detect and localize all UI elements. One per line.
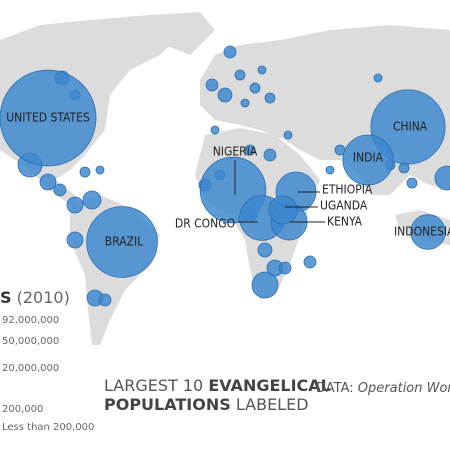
country-label: KENYA — [327, 215, 363, 229]
country-label: CHINA — [393, 120, 428, 134]
small-bubble — [264, 92, 276, 104]
country-bubble — [342, 134, 394, 186]
caption-bold: POPULATIONS — [104, 395, 231, 414]
legend-title: S (2010) — [0, 288, 70, 307]
legend-entry: 20,000,000 — [2, 363, 59, 374]
small-bubble — [234, 69, 246, 81]
small-bubble — [79, 166, 91, 178]
legend-entry: 200,000 — [2, 404, 43, 415]
small-bubble — [249, 82, 261, 94]
small-bubble — [257, 65, 267, 75]
small-bubble — [373, 73, 383, 83]
country-label: INDONESIA — [394, 225, 450, 239]
small-bubble — [53, 183, 67, 197]
legend-entry: 92,000,000 — [2, 315, 59, 326]
country-label: UGANDA — [320, 199, 368, 213]
caption-bold: EVANGELICAL — [208, 376, 331, 395]
small-bubble — [283, 130, 293, 140]
country-bubble — [410, 214, 446, 250]
legend-entry: Less than 200,000 — [2, 422, 94, 433]
small-bubble — [82, 190, 102, 210]
small-bubble — [434, 165, 450, 191]
country-bubble — [370, 89, 446, 165]
source-name: Operation World — [358, 381, 450, 396]
small-bubble — [240, 98, 250, 108]
small-bubble — [325, 165, 335, 175]
country-label: INDIA — [353, 151, 384, 165]
labels: UNITED STATES CHINA BRAZIL NIGERIA INDIA DR C… — [6, 111, 450, 249]
small-bubble — [257, 242, 273, 258]
source: DATA: Operation World — [316, 381, 450, 396]
small-bubble — [278, 261, 292, 275]
legend-entry: 50,000,000 — [2, 336, 59, 347]
small-bubble — [205, 78, 219, 92]
source-label: DATA: — [316, 381, 354, 396]
country-label: UNITED STATES — [6, 111, 90, 125]
small-bubble — [303, 255, 317, 269]
small-bubble — [66, 231, 84, 249]
small-bubble — [223, 45, 237, 59]
small-bubble — [406, 177, 418, 189]
country-label: BRAZIL — [105, 235, 143, 249]
country-bubble — [0, 69, 97, 167]
small-bubble — [244, 144, 256, 156]
small-bubble — [66, 196, 84, 214]
legend-title-year: (2010) — [17, 288, 70, 307]
small-bubble — [210, 125, 220, 135]
country-bubble — [268, 195, 298, 225]
caption-text: LARGEST 10 — [104, 376, 203, 395]
country-label: NIGERIA — [213, 145, 258, 159]
small-bubble — [39, 173, 57, 191]
small-bubble — [95, 165, 105, 175]
small-bubble — [98, 293, 112, 307]
country-label: ETHIOPIA — [322, 183, 373, 197]
country-label: DR CONGO — [175, 217, 235, 231]
caption-line: POPULATIONS LABELED — [104, 395, 309, 414]
greenland — [150, 12, 215, 55]
small-bubble — [251, 271, 279, 299]
legend-title-bold: S — [0, 288, 12, 307]
caption-text: LABELED — [236, 395, 309, 414]
country-bubble — [86, 206, 158, 278]
small-bubble — [263, 148, 277, 162]
bubbles — [0, 45, 450, 307]
small-bubble — [217, 87, 233, 103]
caption-line: LARGEST 10 EVANGELICAL — [104, 376, 331, 395]
